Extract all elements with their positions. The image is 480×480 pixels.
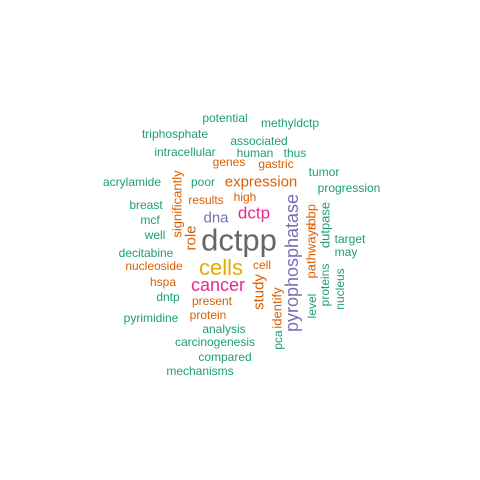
word-present: present bbox=[191, 294, 233, 308]
word-compared: compared bbox=[198, 350, 252, 364]
word-study: study bbox=[250, 274, 268, 310]
word-acrylamide: acrylamide bbox=[102, 175, 162, 189]
word-human: human bbox=[236, 146, 274, 160]
word-gastric: gastric bbox=[258, 157, 294, 171]
word-identify: identify bbox=[269, 287, 285, 329]
word-cells: cells bbox=[198, 255, 244, 280]
word-pathways: pathways bbox=[303, 223, 319, 279]
word-may: may bbox=[334, 245, 358, 259]
word-level: level bbox=[305, 293, 319, 319]
word-mechanisms: mechanisms bbox=[166, 364, 234, 378]
word-protein: protein bbox=[189, 308, 227, 322]
word-results: results bbox=[188, 193, 224, 207]
word-genes: genes bbox=[212, 155, 246, 169]
word-potential: potential bbox=[202, 111, 248, 125]
word-thus: thus bbox=[283, 146, 307, 160]
word-mcf: mcf bbox=[140, 213, 160, 227]
word-proteins: proteins bbox=[318, 263, 332, 307]
word-intracellular: intracellular bbox=[154, 145, 216, 159]
word-tumor: tumor bbox=[308, 165, 340, 179]
word-nucleoside: nucleoside bbox=[125, 259, 183, 273]
word-triphosphate: triphosphate bbox=[141, 127, 209, 141]
word-decitabine: decitabine bbox=[118, 246, 174, 260]
word-dna: dna bbox=[203, 209, 229, 227]
word-carcinogenesis: carcinogenesis bbox=[174, 335, 256, 349]
word-pyrimidine: pyrimidine bbox=[123, 311, 179, 325]
word-dctpp: dctpp bbox=[201, 222, 277, 258]
word-methyldctp: methyldctp bbox=[260, 116, 320, 130]
word-dutpase: dutpase bbox=[317, 201, 333, 249]
word-target: target bbox=[334, 232, 366, 246]
word-rbbp: rbbp bbox=[303, 203, 319, 231]
word-progression: progression bbox=[317, 181, 381, 195]
word-pca: pca bbox=[271, 330, 285, 350]
word-nucleus: nucleus bbox=[333, 268, 347, 310]
word-well: well bbox=[144, 228, 166, 242]
word-poor: poor bbox=[190, 175, 216, 189]
word-dctp: dctp bbox=[237, 203, 271, 223]
word-cancer: cancer bbox=[190, 275, 246, 295]
word-associated: associated bbox=[230, 134, 288, 148]
word-significantly: significantly bbox=[169, 170, 185, 238]
word-expression: expression bbox=[224, 173, 298, 191]
word-high: high bbox=[233, 190, 257, 204]
word-pyrophosphatase: pyrophosphatase bbox=[282, 193, 302, 333]
word-breast: breast bbox=[129, 198, 163, 212]
word-hspa: hspa bbox=[149, 275, 177, 289]
word-analysis: analysis bbox=[202, 322, 246, 336]
word-role: role bbox=[182, 225, 200, 251]
word-dntp: dntp bbox=[156, 290, 180, 304]
word-cell: cell bbox=[252, 258, 272, 272]
